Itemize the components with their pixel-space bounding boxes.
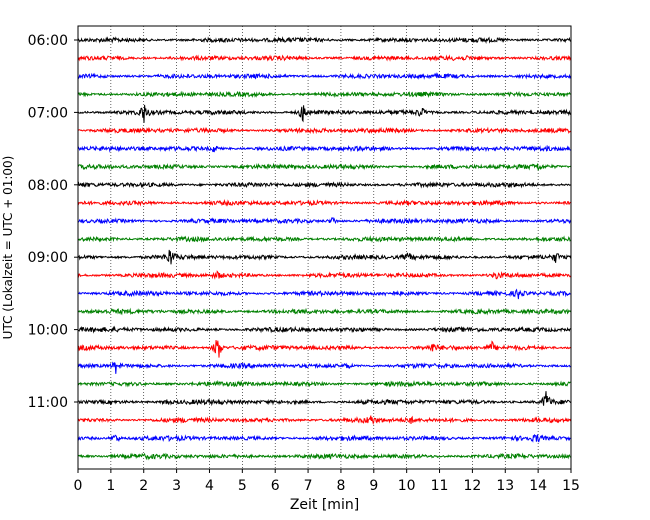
x-tick-label-14: 14 xyxy=(529,478,547,494)
trace-row-2 xyxy=(77,54,572,62)
y-tick-label-06:00: 06:00 xyxy=(28,33,68,49)
x-axis-label: Zeit [min] xyxy=(290,497,359,513)
y-axis-ticks: 06:00 07:00 08:00 09:00 10:00 11:00 xyxy=(28,33,78,411)
trace-layer xyxy=(77,36,572,461)
y-tick-label-11:00: 11:00 xyxy=(28,395,68,411)
x-tick-label-8: 8 xyxy=(336,478,345,494)
trace-row-24 xyxy=(77,452,571,461)
x-tick-label-9: 9 xyxy=(369,478,378,494)
trace-row-13 xyxy=(78,249,572,265)
trace-row-1 xyxy=(77,36,571,44)
x-tick-label-5: 5 xyxy=(238,478,247,494)
x-tick-label-1: 1 xyxy=(106,478,115,494)
x-tick-label-7: 7 xyxy=(304,478,313,494)
y-axis-label: UTC (Lokalzeit = UTC + 01:00) xyxy=(1,156,15,340)
grid-lines xyxy=(110,26,539,469)
x-tick-label-3: 3 xyxy=(172,478,181,494)
trace-row-11 xyxy=(77,217,572,225)
x-tick-label-10: 10 xyxy=(398,478,416,494)
x-tick-label-11: 11 xyxy=(431,478,449,494)
trace-row-15 xyxy=(77,288,571,300)
plot-area-frame xyxy=(77,25,572,470)
trace-row-23 xyxy=(77,433,571,443)
trace-row-5 xyxy=(77,104,572,123)
trace-row-19 xyxy=(77,361,571,374)
trace-row-22 xyxy=(77,415,572,426)
x-tick-label-13: 13 xyxy=(496,478,514,494)
x-tick-label-15: 15 xyxy=(562,478,580,494)
trace-row-14 xyxy=(77,270,571,280)
trace-row-21 xyxy=(77,391,571,407)
trace-row-18 xyxy=(77,340,571,358)
trace-row-20 xyxy=(77,379,571,388)
trace-row-8 xyxy=(77,162,571,171)
y-tick-label-08:00: 08:00 xyxy=(28,178,68,194)
trace-row-7 xyxy=(77,144,571,153)
trace-row-10 xyxy=(77,198,571,207)
x-tick-label-2: 2 xyxy=(139,478,148,494)
y-tick-label-07:00: 07:00 xyxy=(28,105,68,121)
x-tick-label-4: 4 xyxy=(205,478,214,494)
trace-row-4 xyxy=(77,90,571,98)
trace-row-17 xyxy=(77,325,571,334)
x-tick-label-12: 12 xyxy=(463,478,481,494)
y-tick-label-10:00: 10:00 xyxy=(28,323,68,339)
y-tick-label-09:00: 09:00 xyxy=(28,250,68,266)
trace-row-9 xyxy=(77,181,571,189)
x-tick-label-0: 0 xyxy=(74,478,83,494)
trace-row-16 xyxy=(77,307,572,316)
trace-row-6 xyxy=(77,126,572,135)
x-tick-label-6: 6 xyxy=(271,478,280,494)
x-axis-ticks: 0 1 2 3 4 5 6 7 8 9 10 11 12 13 14 15 xyxy=(74,469,580,494)
trace-row-12 xyxy=(77,235,571,243)
trace-row-3 xyxy=(77,72,572,80)
